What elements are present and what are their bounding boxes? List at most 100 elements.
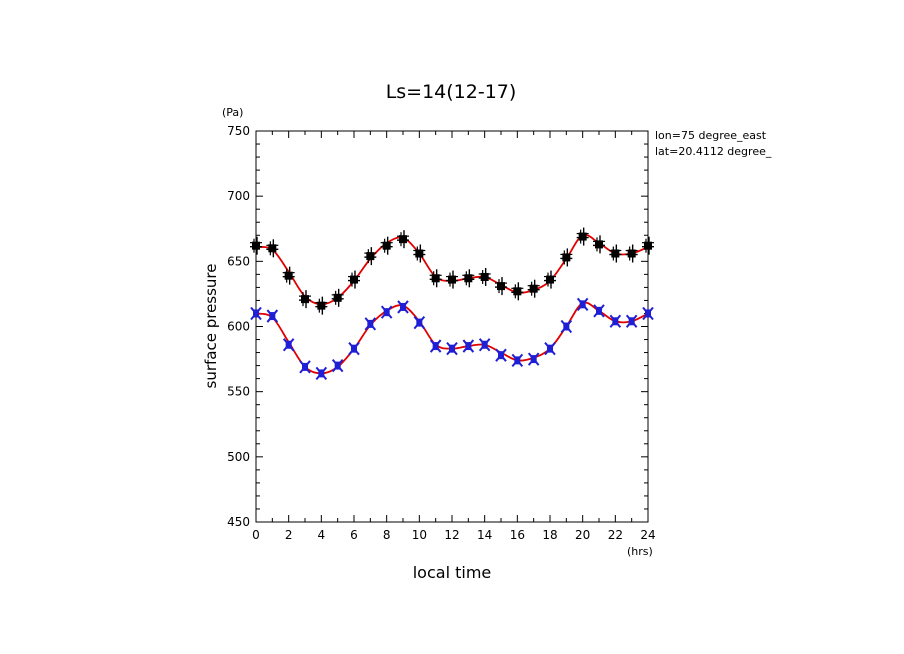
series-2-point (478, 338, 491, 352)
series-2-point (576, 297, 589, 311)
series-1-point (478, 267, 491, 286)
square-marker (350, 275, 358, 284)
series-1-point (560, 248, 573, 267)
x-stroke-2 (625, 314, 638, 328)
x-stroke-2 (478, 338, 491, 352)
square-marker (595, 240, 603, 249)
annotation-longitude: lon=75 degree_east (655, 129, 767, 142)
y-tick-label: 750 (227, 124, 250, 138)
x-tick-label: 16 (510, 528, 525, 542)
series-2-point (560, 319, 573, 334)
x-tick-label: 18 (542, 528, 557, 542)
x-stroke-2 (511, 353, 524, 368)
x-stroke-2 (609, 314, 622, 328)
square-marker (382, 241, 391, 250)
x-stroke-2 (413, 315, 426, 330)
series-2-point (282, 338, 295, 352)
series-2-point (593, 304, 605, 318)
series-2-point (250, 306, 262, 321)
square-marker (415, 249, 424, 258)
series-2-point (625, 314, 638, 328)
series-2-point (348, 342, 360, 356)
square-marker (301, 295, 309, 304)
annotation-latitude: lat=20.4112 degree_ (655, 145, 772, 158)
x-stroke-2 (266, 309, 279, 323)
square-marker (448, 275, 456, 284)
series-1-point (576, 227, 589, 246)
series-2-point (495, 348, 507, 362)
series-2-point (511, 353, 524, 368)
series-2-point (299, 360, 311, 374)
x-stroke-2 (544, 342, 556, 356)
x-tick-label: 6 (350, 528, 358, 542)
y-tick-label: 450 (227, 515, 250, 529)
square-marker (252, 241, 260, 250)
series-1-point (429, 269, 442, 288)
square-marker (317, 301, 326, 310)
x-stroke-2 (527, 352, 540, 366)
series-1-point (250, 236, 262, 255)
x-stroke-2 (560, 319, 573, 334)
series-2-point (609, 314, 622, 328)
series-1-point (593, 235, 605, 254)
x-stroke-2 (315, 366, 328, 381)
x-stroke-2 (642, 306, 654, 321)
plot-frame: 0 2 4 6 8 10 12 14 16 18 20 22 244505005506006507007… (227, 124, 656, 542)
x-tick-label: 22 (608, 528, 623, 542)
square-marker (562, 253, 571, 262)
x-unit-label: (hrs) (627, 545, 653, 558)
series-1-point (397, 230, 409, 249)
series-1-point (609, 244, 622, 263)
square-marker (431, 274, 440, 283)
square-marker (546, 275, 554, 284)
series-2-point (462, 339, 475, 353)
series-2-point (315, 366, 328, 381)
square-marker (513, 287, 522, 296)
series-2-point (266, 309, 279, 323)
y-tick-label: 700 (227, 189, 250, 203)
series-1-point (299, 290, 311, 309)
series-1-point (413, 244, 426, 263)
square-marker (611, 249, 620, 258)
y-axis-label: surface pressure (202, 264, 220, 389)
series-2-point (544, 342, 556, 356)
x-stroke-2 (429, 339, 442, 353)
x-stroke-2 (576, 297, 589, 311)
series-1-point (527, 279, 540, 298)
square-marker (578, 232, 587, 241)
square-marker (284, 271, 293, 280)
chart-title: Ls=14(12-17) (386, 81, 517, 103)
series-1-point (266, 239, 279, 258)
square-marker (480, 272, 489, 281)
x-tick-label: 12 (444, 528, 459, 542)
series-1-point (462, 269, 475, 288)
series-2-point (527, 352, 540, 366)
fit-line-1 (255, 233, 649, 306)
series-1-point (315, 296, 328, 315)
x-stroke-2 (397, 300, 409, 314)
series-1-point (495, 277, 507, 296)
y-tick-label: 500 (227, 450, 250, 464)
x-tick-label: 20 (575, 528, 590, 542)
x-tick-label: 2 (285, 528, 293, 542)
series-2-point (380, 305, 393, 319)
x-stroke-2 (380, 305, 393, 319)
square-marker (333, 293, 342, 302)
series-1-point (364, 247, 377, 266)
series-2-point (364, 317, 377, 331)
x-stroke-2 (250, 306, 262, 321)
x-tick-label: 24 (640, 528, 655, 542)
square-marker (529, 284, 538, 293)
x-stroke-2 (462, 339, 475, 353)
data-markers (250, 227, 654, 381)
x-stroke-2 (446, 342, 458, 356)
square-marker (644, 241, 652, 250)
plot-border (255, 130, 649, 523)
x-stroke-2 (364, 317, 377, 331)
y-tick-label: 650 (227, 254, 250, 268)
series-1-point (348, 270, 360, 289)
series-2-point (429, 339, 442, 353)
x-stroke-2 (593, 304, 605, 318)
series-1-point (282, 266, 295, 285)
